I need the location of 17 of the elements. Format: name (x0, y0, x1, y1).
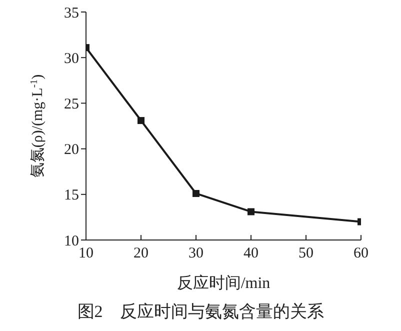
point (192, 190, 200, 197)
y-tick-label: 15 (64, 188, 79, 204)
y-tick-label: 20 (64, 142, 79, 158)
x-tick-label: 40 (244, 246, 258, 262)
x-tick-label: 30 (188, 246, 204, 262)
point (138, 117, 144, 124)
y-tick-label: 25 (64, 96, 79, 113)
x-axis-title: 反应时间/min (176, 274, 270, 292)
x-tick-label: 10 (78, 246, 94, 262)
y-tick-label: 30 (64, 50, 79, 67)
text: 图2 反应时间与氨氮含量的关系 (76, 301, 325, 323)
x-tick-label: 60 (354, 246, 368, 262)
y-tick-label: 35 (64, 5, 79, 22)
point (248, 208, 254, 216)
x-tick-label: 20 (134, 246, 148, 262)
y-tick-label: 10 (64, 233, 79, 250)
x-tick-label: 50 (298, 246, 314, 262)
